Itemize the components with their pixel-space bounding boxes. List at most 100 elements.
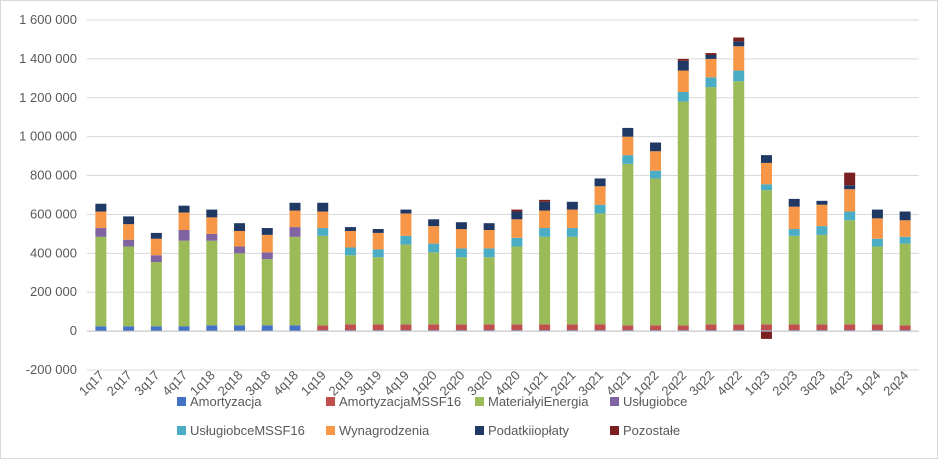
- y-tick-label: -200 000: [26, 362, 77, 377]
- bar-segment-amortyzacjamssf16-1q22: [650, 325, 662, 331]
- bar-segment-materiałyienergia-4q22: [733, 81, 745, 325]
- bar-segment-usługiobcemssf16-2q20: [455, 248, 467, 258]
- bar-segment-podatkiiopłaty-1q18: [206, 209, 218, 218]
- legend-swatch: [326, 426, 335, 435]
- bar-segment-podatkiiopłaty-2q21: [566, 201, 578, 210]
- y-tick-label: 0: [70, 323, 77, 338]
- bar-segment-podatkiiopłaty-1q20: [428, 219, 440, 227]
- bar-segment-podatkiiopłaty-1q17: [95, 203, 107, 212]
- bar-segment-wynagrodzenia-1q24: [871, 218, 883, 239]
- bars: [95, 37, 911, 339]
- bar-segment-wynagrodzenia-1q19: [317, 211, 329, 229]
- bar-segment-wynagrodzenia-1q22: [650, 151, 662, 171]
- bar-segment-materiałyienergia-2q21: [566, 236, 578, 325]
- x-tick-label: 1q19: [298, 368, 329, 399]
- bar-segment-wynagrodzenia-2q19: [344, 230, 356, 248]
- x-tick-label: 2q23: [769, 368, 800, 399]
- bar-segment-podatkiiopłaty-2q17: [123, 216, 135, 225]
- bar-segment-podatkiiopłaty-3q19: [372, 229, 384, 233]
- bar-segment-podatkiiopłaty-3q18: [261, 228, 273, 235]
- legend-label: Usługiobce: [623, 394, 687, 409]
- bar-segment-amortyzacjamssf16-2q19: [344, 324, 356, 331]
- x-tick-label: 2q17: [104, 368, 135, 399]
- bar-segment-wynagrodzenia-3q18: [261, 234, 273, 253]
- y-tick-label: 800 000: [30, 168, 77, 183]
- x-tick-label: 4q23: [825, 368, 856, 399]
- bar-segment-pozostałe-1q21: [539, 199, 551, 202]
- bar-segment-amortyzacja-4q17: [178, 326, 190, 332]
- bar-segment-amortyzacjamssf16-2q22: [677, 325, 689, 331]
- bar-segment-podatkiiopłaty-4q19: [400, 209, 412, 214]
- bar-segment-wynagrodzenia-4q23: [844, 189, 856, 212]
- bar-segment-wynagrodzenia-1q17: [95, 211, 107, 229]
- bar-segment-pozostałe-3q22: [705, 53, 717, 55]
- legend-swatch: [326, 397, 335, 406]
- bar-segment-wynagrodzenia-3q17: [150, 238, 162, 256]
- bar-segment-amortyzacjamssf16-4q22: [733, 324, 745, 331]
- bar-segment-wynagrodzenia-1q21: [539, 210, 551, 229]
- bar-segment-podatkiiopłaty-4q20: [511, 211, 523, 220]
- bar-segment-amortyzacjamssf16-2q21: [566, 324, 578, 331]
- bar-segment-usługiobcemssf16-4q23: [844, 211, 856, 221]
- legend-label: Podatkiiopłaty: [488, 423, 569, 438]
- legend-label: MateriałyiEnergia: [488, 394, 589, 409]
- x-tick-label: 3q22: [686, 368, 717, 399]
- bar-segment-amortyzacjamssf16-2q20: [455, 324, 467, 331]
- bar-segment-materiałyienergia-1q24: [871, 246, 883, 325]
- bar-segment-podatkiiopłaty-3q23: [816, 200, 828, 205]
- bar-segment-materiałyienergia-4q17: [178, 240, 190, 327]
- bar-segment-amortyzacjamssf16-2q24: [899, 325, 911, 331]
- bar-segment-amortyzacja-2q17: [123, 326, 135, 332]
- bar-segment-materiałyienergia-2q17: [123, 246, 135, 327]
- bar-segment-pozostałe-4q22: [733, 37, 745, 42]
- bar-segment-amortyzacjamssf16-4q19: [400, 324, 412, 331]
- x-tick-label: 3q23: [797, 368, 828, 399]
- bar-segment-podatkiiopłaty-1q24: [871, 209, 883, 219]
- bar-segment-amortyzacjamssf16-3q19: [372, 324, 384, 331]
- legend-label: Pozostałe: [623, 423, 680, 438]
- bar-segment-wynagrodzenia-4q18: [289, 210, 301, 228]
- bar-segment-materiałyienergia-2q22: [677, 101, 689, 326]
- bar-segment-wynagrodzenia-3q19: [372, 232, 384, 250]
- bar-segment-usługiobcemssf16-2q22: [677, 91, 689, 102]
- bar-segment-materiałyienergia-1q17: [95, 236, 107, 327]
- bar-segment-materiałyienergia-2q20: [455, 257, 467, 325]
- bar-segment-usługiobcemssf16-1q22: [650, 170, 662, 179]
- bar-segment-usługiobce-2q18: [234, 246, 246, 254]
- bar-segment-wynagrodzenia-1q18: [206, 217, 218, 234]
- bar-segment-podatkiiopłaty-1q21: [539, 201, 551, 211]
- bar-segment-podatkiiopłaty-4q22: [733, 41, 745, 47]
- bar-segment-materiałyienergia-3q23: [816, 234, 828, 325]
- bar-segment-amortyzacja-1q18: [206, 325, 218, 332]
- bar-segment-materiałyienergia-1q23: [760, 190, 772, 325]
- x-tick-label: 4q17: [159, 368, 190, 399]
- y-axis-tick-labels: -200 000 0 200 000 400 000 600 000 800 000 1 0…: [19, 12, 77, 377]
- bar-segment-usługiobcemssf16-4q19: [400, 235, 412, 245]
- bar-segment-usługiobcemssf16-2q23: [788, 229, 800, 236]
- bar-segment-materiałyienergia-2q18: [234, 253, 246, 326]
- bar-segment-wynagrodzenia-2q17: [123, 224, 135, 240]
- bar-segment-amortyzacjamssf16-2q23: [788, 324, 800, 331]
- bar-segment-pozostałe-4q23: [844, 172, 856, 186]
- bar-segment-wynagrodzenia-2q21: [566, 209, 578, 229]
- bar-segment-podatkiiopłaty-3q17: [150, 232, 162, 239]
- y-tick-label: 200 000: [30, 284, 77, 299]
- legend-label: UsługiobceMSSF16: [190, 423, 305, 438]
- bar-segment-pozostałe-2q22: [677, 58, 689, 61]
- bar-segment-podatkiiopłaty-2q23: [788, 198, 800, 207]
- bar-segment-usługiobcemssf16-4q20: [511, 237, 523, 247]
- bar-segment-usługiobce-2q17: [123, 239, 135, 247]
- bar-segment-wynagrodzenia-4q20: [511, 219, 523, 238]
- bar-segment-usługiobce-3q18: [261, 252, 273, 260]
- bar-segment-podatkiiopłaty-3q20: [483, 223, 495, 230]
- bar-segment-amortyzacjamssf16-1q19: [317, 325, 329, 331]
- bar-segment-usługiobcemssf16-3q20: [483, 248, 495, 258]
- bar-segment-materiałyienergia-1q21: [539, 236, 551, 325]
- x-tick-label: 2q24: [880, 368, 911, 399]
- bar-segment-wynagrodzenia-2q22: [677, 70, 689, 92]
- bar-segment-usługiobce-1q18: [206, 233, 218, 241]
- bar-segment-podatkiiopłaty-2q24: [899, 211, 911, 221]
- bar-segment-materiałyienergia-1q18: [206, 240, 218, 326]
- bar-segment-usługiobcemssf16-1q19: [317, 228, 329, 236]
